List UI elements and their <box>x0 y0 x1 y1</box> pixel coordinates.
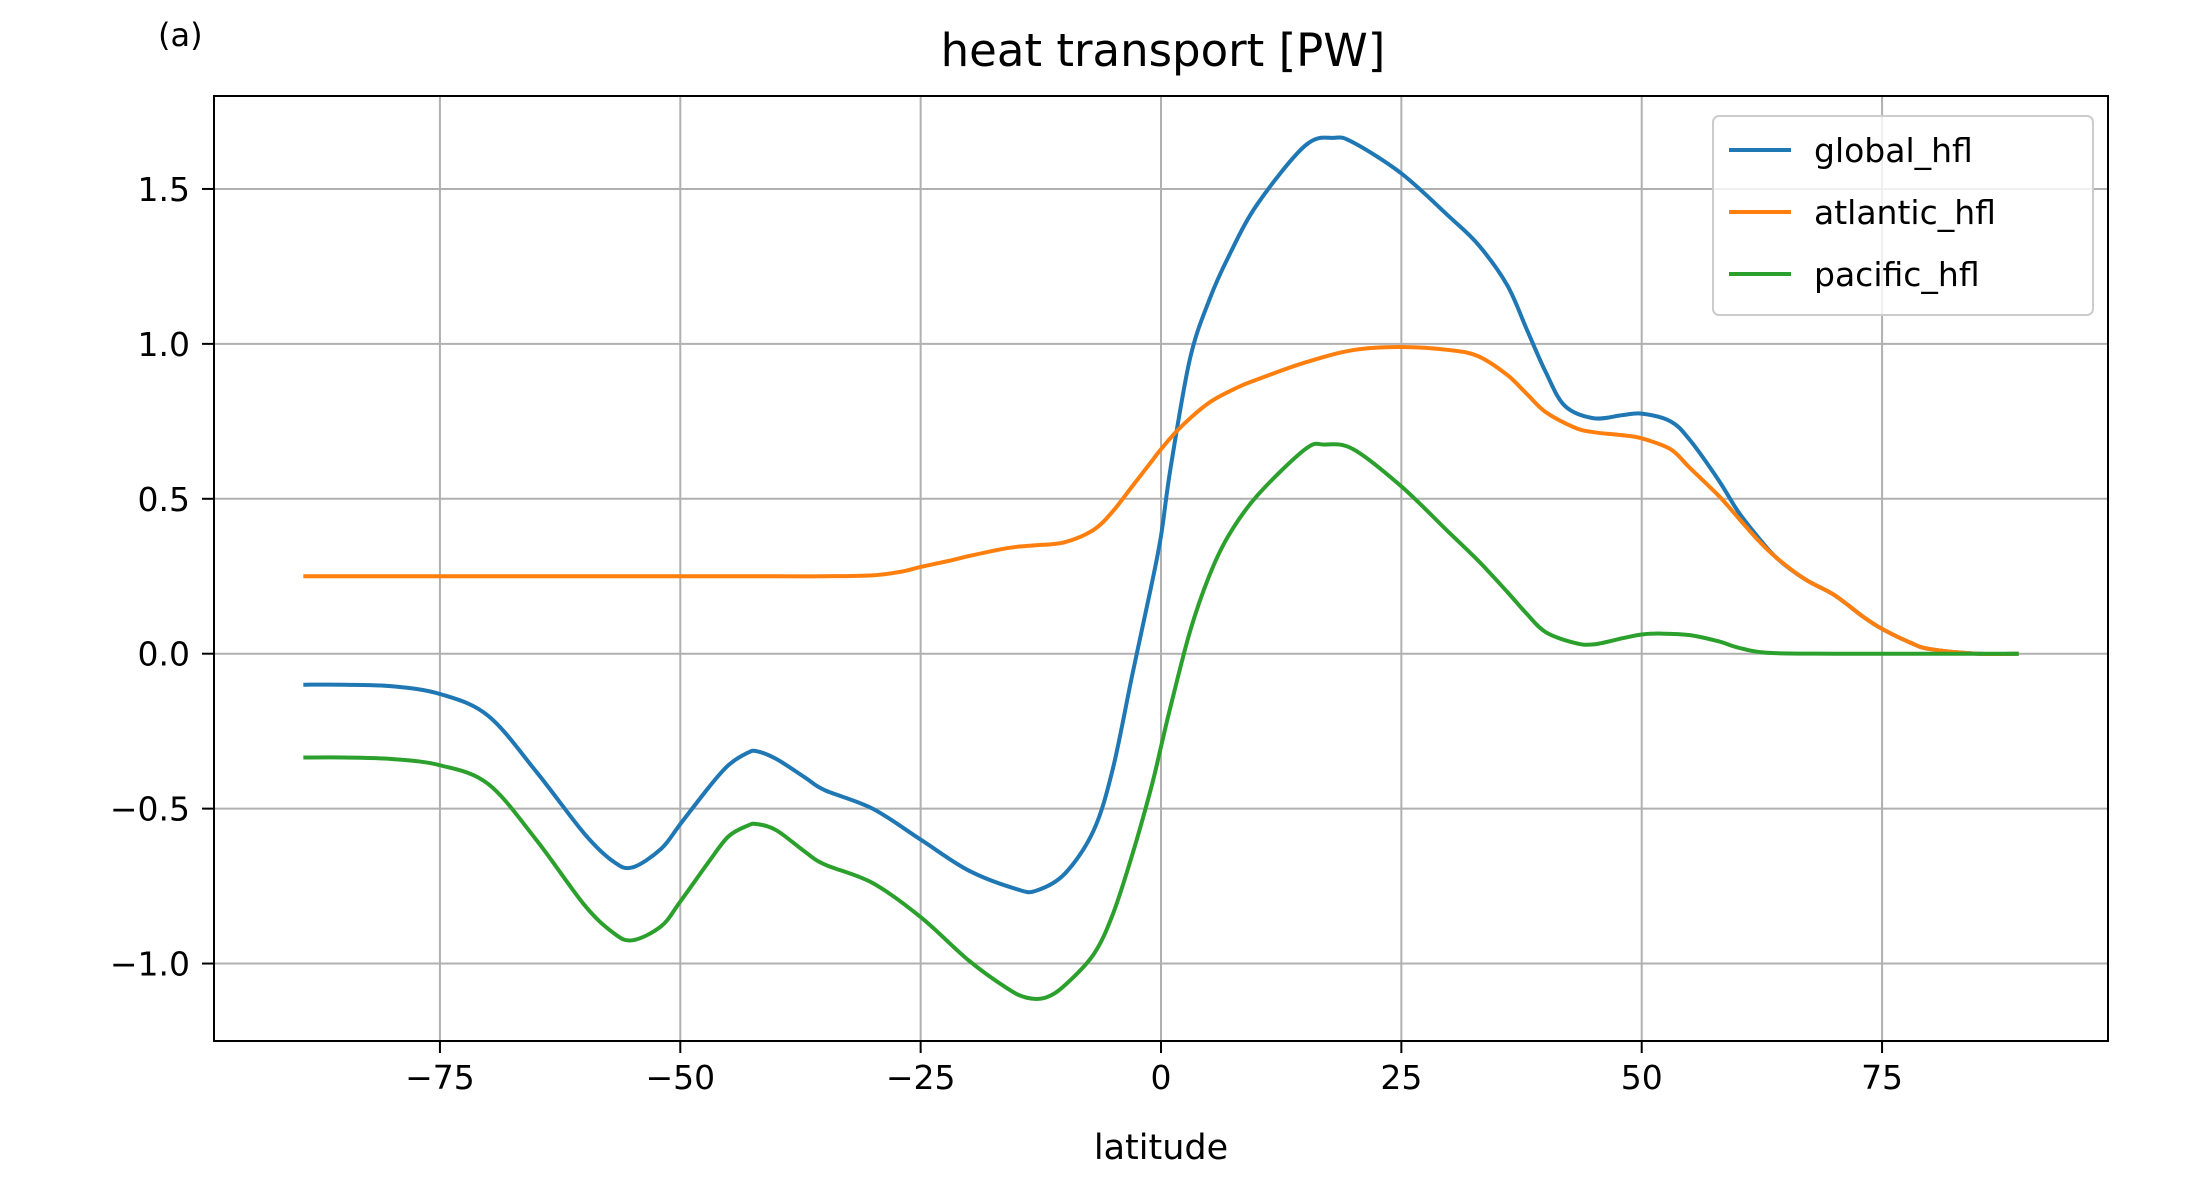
y-tick-label: 0.5 <box>138 480 190 519</box>
series-lines <box>303 135 2019 1001</box>
legend: global_hfl atlantic_hfl pacific_hfl <box>1712 115 2094 316</box>
legend-label: atlantic_hfl <box>1814 193 1996 232</box>
y-tick-label: 1.5 <box>138 170 190 209</box>
legend-label: pacific_hfl <box>1814 255 1980 294</box>
series-line-pacific-hfl <box>303 441 2019 1001</box>
y-tick-label: 1.0 <box>138 325 190 364</box>
plot-frame <box>213 95 2109 1042</box>
legend-box <box>1712 115 2094 316</box>
x-tick-label: −75 <box>405 1058 475 1097</box>
y-tick-label: 0.0 <box>138 635 190 674</box>
x-tick-label: 25 <box>1380 1058 1422 1097</box>
x-tick-label: −25 <box>886 1058 956 1097</box>
series-line-atlantic-hfl <box>303 344 2019 657</box>
chart-title: heat transport [PW] <box>941 24 1386 77</box>
panel-label: (a) <box>158 16 203 54</box>
y-tick-label: −0.5 <box>110 790 190 829</box>
x-tick-label: 0 <box>1151 1058 1172 1097</box>
x-tick-label: −50 <box>645 1058 715 1097</box>
series-line-global-hfl <box>303 135 2019 895</box>
x-tick-label: 75 <box>1861 1058 1903 1097</box>
y-tick-label: −1.0 <box>110 945 190 984</box>
x-axis-label: latitude <box>1094 1128 1228 1168</box>
axes: −75 −50 −25 0 25 50 75 −1.0 −0.5 0.0 0.5 1.0 1.5 <box>110 170 1903 1097</box>
legend-label: global_hfl <box>1814 131 1973 170</box>
x-tick-label: 50 <box>1621 1058 1663 1097</box>
